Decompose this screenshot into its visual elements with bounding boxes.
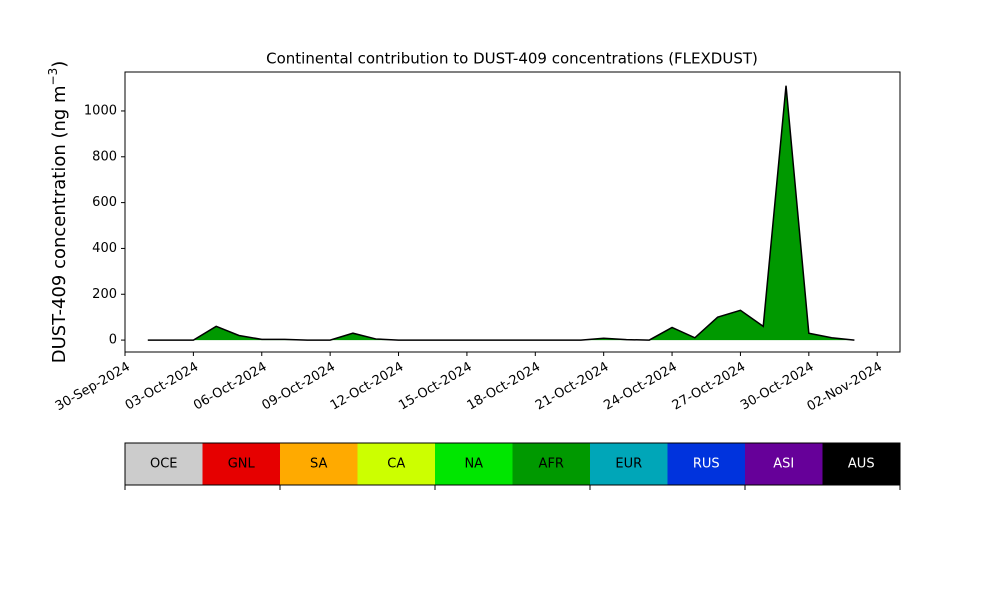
y-axis-label-sup: −3 <box>46 68 60 86</box>
legend-swatch <box>590 443 668 485</box>
legend-label: RUS <box>693 457 720 472</box>
legend-swatch <box>667 443 745 485</box>
y-tick-label: 200 <box>92 287 117 302</box>
legend-label: NA <box>464 457 483 472</box>
legend-label: OCE <box>150 457 178 472</box>
legend-swatch <box>202 443 280 485</box>
y-axis-label-text: DUST-409 concentration (ng m <box>49 85 70 363</box>
y-tick-label: 800 <box>92 149 117 164</box>
legend-swatch <box>745 443 823 485</box>
y-tick-label: 600 <box>92 195 117 210</box>
legend-swatch <box>125 443 203 485</box>
legend-swatch <box>822 443 900 485</box>
legend-label: GNL <box>228 457 256 472</box>
legend-swatch <box>512 443 590 485</box>
plot-frame <box>124 71 901 353</box>
legend-label: CA <box>387 457 405 472</box>
line <box>147 85 855 341</box>
legend-label: SA <box>310 457 327 472</box>
y-axis-label-end: ) <box>49 61 70 68</box>
chart-title: Continental contribution to DUST-409 con… <box>266 50 758 68</box>
legend-swatch <box>357 443 435 485</box>
legend-swatch <box>280 443 358 485</box>
y-tick-label: 1000 <box>84 103 117 118</box>
legend-label: AFR <box>539 457 564 472</box>
legend-label: EUR <box>615 457 642 472</box>
legend-label: ASI <box>773 457 794 472</box>
y-tick-label: 0 <box>109 333 117 348</box>
y-tick-label: 400 <box>92 241 117 256</box>
legend-label: AUS <box>848 457 875 472</box>
y-axis-label: DUST-409 concentration (ng m−3) <box>46 61 71 364</box>
legend-swatch <box>435 443 513 485</box>
legend-frame <box>124 442 901 486</box>
